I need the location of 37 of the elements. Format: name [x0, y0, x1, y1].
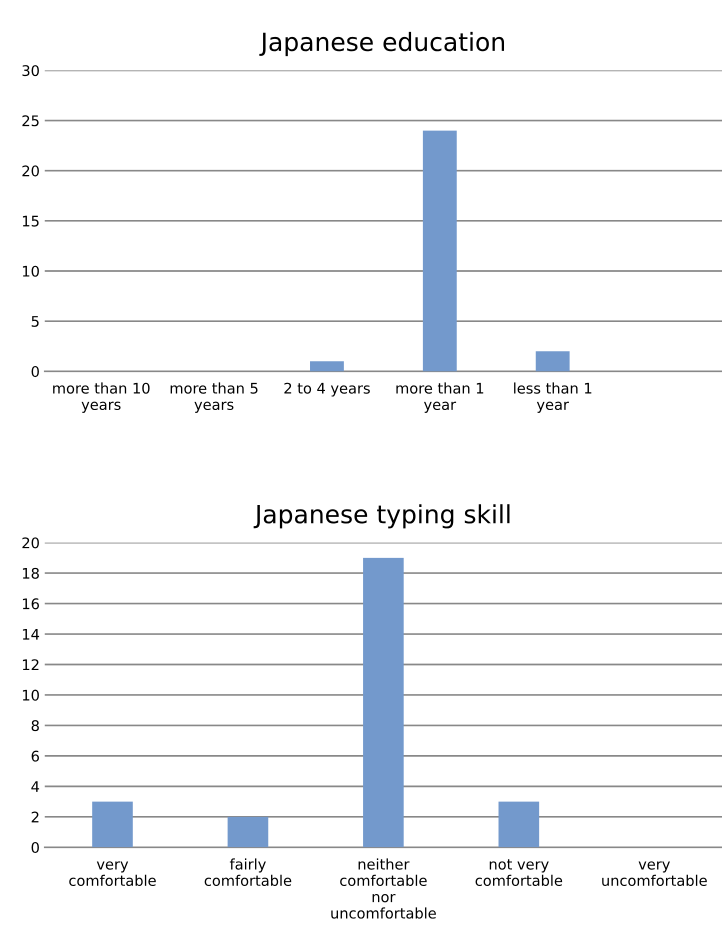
x-tick-label: fairly comfortable	[204, 858, 292, 886]
y-tick-label: 16	[22, 598, 39, 610]
x-tick-label: 2 to 4 years	[284, 382, 370, 397]
y-tick-label: 25	[22, 115, 39, 126]
bar	[92, 802, 133, 848]
y-tick-label: 20	[22, 537, 39, 548]
x-tick-label: very comfortable	[69, 861, 156, 886]
bar	[310, 361, 344, 372]
x-tick-label: more than 5 years	[170, 382, 258, 413]
x-tick-label: not very comfortable	[476, 859, 562, 886]
y-tick-label: 20	[22, 165, 39, 176]
y-tick-label: 10	[22, 266, 39, 277]
bar	[228, 816, 268, 848]
bar	[536, 351, 570, 372]
y-tick-label: 12	[22, 659, 38, 670]
y-tick-label: 15	[22, 216, 39, 227]
y-tick-label: 0	[32, 842, 39, 854]
y-tick-label: 6	[32, 750, 39, 762]
y-tick-label: 5	[32, 316, 39, 327]
y-tick-label: 4	[31, 781, 40, 792]
chart-title: Japanese typing skill	[254, 504, 510, 528]
y-tick-label: 0	[32, 366, 39, 378]
x-tick-label: very uncomfortable	[602, 861, 707, 886]
y-tick-label: 14	[22, 628, 40, 640]
x-tick-label: more than 10 years	[53, 382, 150, 413]
bar	[498, 802, 540, 848]
x-tick-label: neither comfortable nor uncomfortable	[331, 858, 436, 919]
y-tick-label: 8	[32, 720, 39, 732]
y-tick-label: 10	[22, 690, 39, 701]
x-tick-label: less than 1 year	[514, 382, 592, 413]
x-tick-label: more than 1 year	[396, 382, 484, 413]
y-tick-label: 18	[22, 568, 39, 579]
y-tick-label: 30	[22, 65, 39, 76]
bar	[363, 558, 404, 848]
chart-title: Japanese education	[259, 32, 504, 56]
bar	[422, 130, 457, 372]
y-tick-label: 2	[32, 812, 38, 822]
